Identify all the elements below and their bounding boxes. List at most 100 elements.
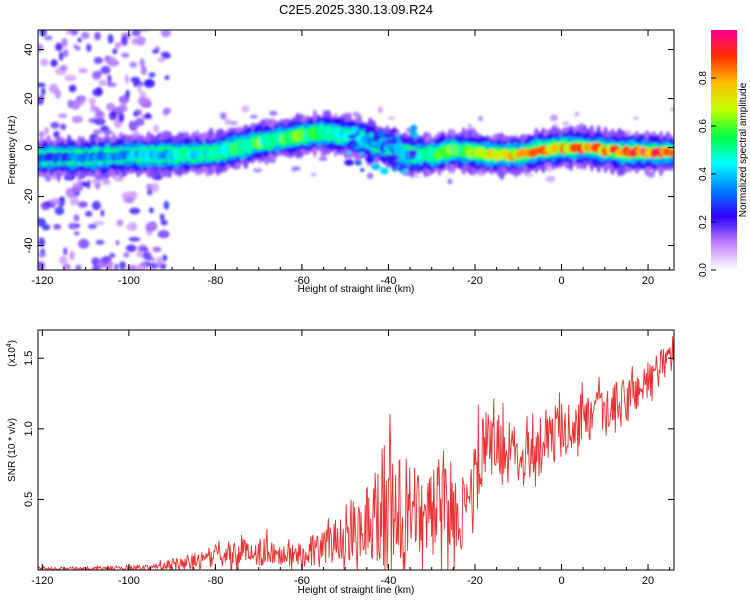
noise-speckle [142, 251, 152, 260]
ridge-cell [351, 142, 360, 147]
ridge-cell [347, 134, 357, 139]
noise-speckle [137, 96, 147, 106]
noise-speckle [119, 261, 126, 270]
noise-speckle [447, 178, 453, 185]
ridge-cell [401, 137, 411, 145]
noise-speckle [145, 223, 156, 229]
colorbar-gradient [711, 30, 737, 270]
noise-speckle [102, 129, 113, 135]
spectrogram-y-axis: -40 -20 0 20 40 [23, 43, 674, 253]
noise-speckle [229, 120, 238, 126]
noise-speckle [352, 111, 360, 117]
noise-speckle [65, 187, 76, 198]
noise-speckle [252, 168, 263, 173]
noise-speckle [633, 116, 639, 120]
ridge-cell [344, 159, 354, 166]
ridge-cell [381, 150, 386, 154]
ridge-cell [360, 168, 365, 172]
noise-speckle [50, 121, 60, 129]
noise-speckle [129, 61, 137, 68]
spectrogram-ytick-label: -20 [23, 189, 35, 205]
ridge-cell [391, 161, 398, 170]
ridge-cell [411, 133, 420, 138]
noise-speckle [677, 177, 682, 181]
noise-speckle [88, 118, 100, 124]
noise-speckle [93, 129, 103, 135]
noise-speckle [681, 128, 691, 133]
noise-speckle [68, 84, 77, 93]
noise-speckle [53, 223, 62, 230]
snr-xtick-label: -20 [467, 575, 483, 587]
noise-speckle [106, 103, 116, 111]
ridge-cell [382, 137, 388, 142]
snr-multiplier-base: (x10 [7, 347, 18, 367]
noise-speckle [59, 196, 65, 202]
ridge-cell [408, 149, 418, 157]
noise-speckle [71, 115, 83, 124]
noise-speckle [574, 111, 580, 117]
noise-speckle [74, 231, 80, 236]
ridge-cell [409, 155, 416, 160]
noise-speckle [524, 173, 534, 177]
noise-speckle [91, 257, 100, 266]
noise-speckle [100, 65, 111, 75]
spectrogram-xtick-label: -80 [207, 275, 223, 287]
noise-speckle [143, 79, 155, 88]
noise-speckle [136, 263, 148, 270]
snr-xtick-label: -60 [294, 575, 310, 587]
snr-xtick-label: 20 [642, 575, 654, 587]
noise-speckle [92, 221, 105, 226]
noise-speckle [137, 84, 143, 93]
spectrogram-xtick-label: 20 [642, 275, 654, 287]
noise-speckle [145, 112, 151, 119]
noise-speckle [70, 99, 81, 110]
ridge-cell [384, 140, 390, 145]
spectrogram-panel: -120 -100 -80 -60 -40 -20 0 20 -40 -20 0 20 40 Heig… [7, 29, 691, 295]
noise-speckle [152, 246, 162, 253]
noise-speckle [224, 118, 231, 125]
noise-speckle [123, 197, 135, 204]
noise-speckle [102, 179, 111, 186]
noise-speckle [94, 31, 101, 41]
noise-speckle [98, 79, 107, 87]
noise-speckle [366, 172, 374, 179]
noise-speckle [85, 210, 93, 217]
noise-speckle [78, 68, 88, 74]
noise-speckle [61, 37, 68, 48]
noise-speckle [38, 217, 46, 227]
noise-speckle [38, 43, 44, 53]
ridge-cell [383, 146, 388, 152]
noise-speckle [69, 250, 75, 261]
noise-speckle [93, 56, 103, 65]
noise-speckle [155, 256, 164, 267]
spectrogram-xlabel: Height of straight line (km) [298, 284, 415, 295]
ridge-cell [388, 139, 398, 145]
noise-speckle [157, 57, 166, 63]
noise-speckle [72, 44, 78, 49]
snr-xtick-label: 0 [558, 575, 564, 587]
colorbar-tick-label: 0.0 [698, 263, 709, 277]
figure-title: C2E5.2025.330.13.09.R24 [279, 2, 433, 17]
colorbar-tick-label: 0.4 [698, 167, 709, 181]
noise-speckle [133, 111, 138, 117]
ridge-cell [666, 148, 674, 157]
noise-speckle [102, 257, 112, 263]
noise-speckle [160, 219, 168, 226]
noise-speckle [152, 124, 160, 133]
ridge-cell [355, 159, 360, 164]
noise-speckle [562, 121, 570, 127]
noise-speckle [127, 264, 138, 270]
snr-plot-area [38, 330, 674, 570]
ridge-cell [395, 134, 400, 138]
noise-speckle [38, 237, 45, 247]
noise-speckle [150, 262, 158, 270]
noise-speckle [107, 34, 114, 44]
noise-speckle [125, 244, 137, 252]
noise-speckle [59, 64, 68, 71]
spectrogram-xtick-label: -20 [467, 275, 483, 287]
noise-speckle [38, 252, 46, 258]
noise-speckle [68, 222, 79, 230]
snr-ytick-label: 1.5 [23, 351, 35, 366]
noise-speckle [160, 30, 171, 38]
ridge-cell [355, 130, 360, 136]
